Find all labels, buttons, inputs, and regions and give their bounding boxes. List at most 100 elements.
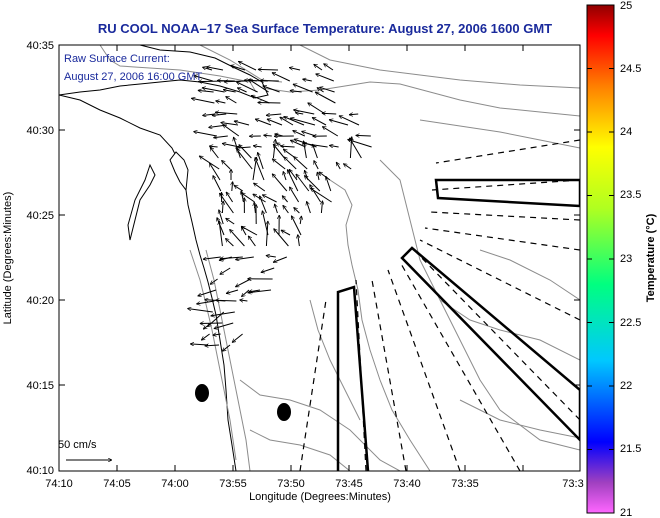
island-marker-1 [195, 384, 209, 402]
colorbar-ticks [587, 4, 614, 514]
current-vector-arrow [290, 91, 302, 93]
colorbar-tick: 22.5 [620, 317, 641, 329]
current-vector-arrow [235, 256, 254, 260]
y-tick: 40:20 [26, 295, 54, 307]
current-vector-arrow [249, 78, 269, 93]
scale-label: 50 cm/s [58, 439, 97, 451]
current-vector-arrow [319, 87, 335, 93]
x-tick: 73:35 [451, 478, 479, 490]
current-vector-arrow [236, 149, 253, 170]
current-vector-arrow [215, 300, 237, 301]
current-vector-arrow [226, 95, 237, 104]
current-vector-arrow [283, 171, 287, 181]
y-tick: 40:35 [26, 40, 54, 52]
current-vector-arrow [213, 136, 228, 138]
y-tick-labels: 40:35 40:30 40:25 40:20 40:15 40:10 [26, 40, 54, 477]
current-vector-arrow [266, 256, 276, 258]
current-vector-arrow [298, 234, 300, 247]
current-vector-arrow [266, 221, 268, 247]
current-vector-arrow [339, 116, 360, 126]
current-vector-arrow [280, 116, 294, 126]
current-vector-arrow [304, 141, 307, 159]
x-tick: 73:50 [277, 478, 305, 490]
current-vector-arrow [205, 345, 220, 346]
current-vector-arrow [267, 119, 283, 126]
current-vector-arrow [225, 192, 234, 203]
current-vector-arrow [290, 118, 316, 126]
current-vector-arrow [322, 126, 339, 137]
colorbar-tick: 23.5 [620, 189, 641, 201]
current-vector-arrow [258, 152, 264, 170]
current-vector-arrow [283, 205, 289, 214]
current-annotation-line2: August 27, 2006 16:00 GMT [64, 71, 202, 83]
current-vector-arrow [230, 229, 245, 247]
current-vector-arrow [236, 81, 258, 93]
current-vector-arrow [290, 216, 302, 236]
y-tick: 40:30 [26, 125, 54, 137]
current-vector-arrow [295, 113, 304, 114]
current-vector-arrow [316, 74, 334, 82]
current-vector-arrow [248, 289, 272, 293]
current-vector-arrow [312, 116, 327, 126]
current-vector-arrow [293, 110, 315, 115]
current-vector-arrow [255, 119, 272, 126]
x-axis-title: Longitude (Degrees:Minutes) [249, 491, 391, 503]
x-tick: 73:55 [219, 478, 247, 490]
current-vector-arrow [293, 84, 313, 93]
current-vector-arrow [217, 217, 225, 236]
current-vector-arrow [239, 145, 252, 159]
current-vector-arrow [219, 210, 224, 225]
current-vector-arrow [194, 76, 213, 82]
current-vector-arrow [196, 300, 215, 304]
current-vector-arrow [310, 187, 332, 203]
current-vector-arrow [212, 114, 227, 116]
current-vector-arrow [187, 309, 213, 313]
current-vector-arrow [302, 79, 312, 81]
x-tick: 74:00 [161, 478, 189, 490]
current-vector-arrow [272, 72, 291, 82]
bay-shoreline [127, 163, 156, 241]
colorbar-tick-labels: 25 24.5 24 23.5 23 22.5 22 21.5 21 [620, 0, 641, 518]
x-tick: 73:40 [393, 478, 421, 490]
x-tick: 74:10 [45, 478, 73, 490]
current-vector-arrow [309, 185, 322, 203]
x-tick-labels: 74:10 74:05 74:00 73:55 73:50 73:45 73:4… [45, 478, 583, 490]
current-vector-arrow [202, 88, 225, 93]
current-vector-arrow [289, 68, 301, 71]
current-vector-arrow [313, 160, 319, 170]
current-vector-arrow [272, 139, 275, 159]
current-vector-arrow [213, 334, 221, 335]
map-title: RU COOL NOAA–17 Sea Surface Temperature:… [97, 21, 553, 36]
current-vector-arrow [214, 322, 234, 329]
current-vector-arrow [275, 204, 278, 214]
current-vector-arrow [193, 132, 217, 137]
current-vector-arrow [253, 146, 262, 147]
colorbar-tick: 23 [620, 253, 632, 265]
current-vector-arrow [221, 160, 231, 170]
current-vector-arrow [317, 172, 319, 181]
current-vector-arrow [219, 193, 234, 214]
current-vector-arrow [232, 333, 243, 343]
current-vector-arrow [255, 157, 265, 181]
current-vector-arrow [321, 201, 322, 214]
current-vector-arrow [210, 278, 218, 284]
current-vector-arrow [272, 174, 288, 192]
current-vector-arrow [315, 91, 336, 104]
current-vector-arrow [208, 163, 221, 181]
current-vector-arrow [251, 95, 270, 104]
current-vector-arrow [211, 311, 235, 316]
current-vector-arrow [235, 147, 251, 148]
current-vector-arrow [217, 81, 235, 82]
colorbar-tick: 25 [620, 0, 632, 12]
current-vector-arrow [223, 90, 236, 93]
current-vector-arrow [281, 229, 291, 236]
radar-coverage-boxes [336, 178, 580, 471]
current-vector-arrow [296, 174, 310, 192]
current-vector-arrow [286, 169, 299, 192]
current-vector-arrow [260, 81, 279, 82]
current-vector-arrow [238, 60, 257, 71]
current-vectors [187, 60, 372, 351]
current-vector-arrow [215, 101, 226, 103]
current-vector-arrow [230, 65, 246, 71]
